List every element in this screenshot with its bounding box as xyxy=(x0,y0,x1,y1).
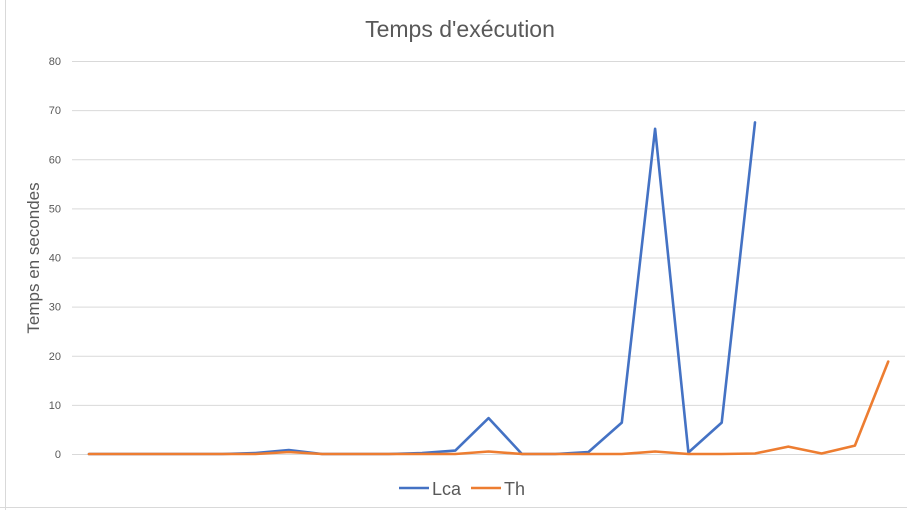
y-tick-label: 60 xyxy=(49,154,61,166)
chart-title: Temps d'exécution xyxy=(365,16,555,42)
y-tick-label: 40 xyxy=(49,253,61,265)
y-tick-label: 70 xyxy=(49,105,61,117)
series-line-th xyxy=(87,360,890,456)
series-line-lca xyxy=(87,121,757,456)
y-tick-label: 10 xyxy=(49,400,61,412)
legend-label-lca: Lca xyxy=(432,479,462,499)
gridlines xyxy=(72,61,905,455)
y-tick-label: 50 xyxy=(49,203,61,215)
legend-label-th: Th xyxy=(504,479,525,499)
y-tick-label: 30 xyxy=(49,302,61,314)
series-lines xyxy=(87,121,890,456)
y-tick-label: 0 xyxy=(55,449,61,461)
y-tick-label: 20 xyxy=(49,351,61,363)
legend: Lca Th xyxy=(399,479,525,499)
y-tick-label: 80 xyxy=(49,56,61,68)
y-axis-label: Temps en secondes xyxy=(24,182,43,333)
y-axis-ticks: 0 10 20 30 40 50 60 70 80 xyxy=(49,56,61,461)
